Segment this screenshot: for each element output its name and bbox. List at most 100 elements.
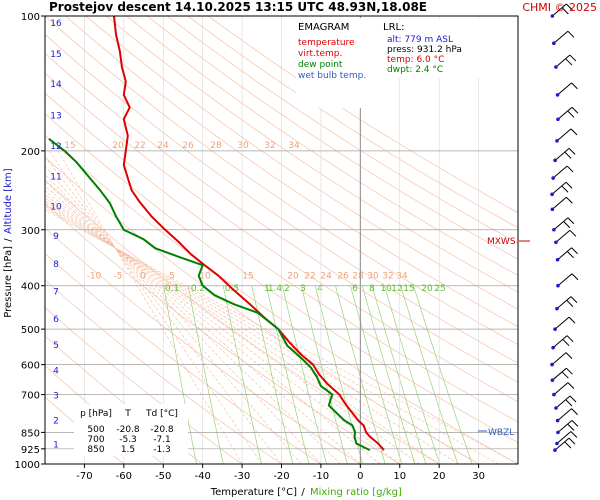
moist-adiabat (45, 180, 341, 464)
wind-barb (551, 165, 574, 180)
moist-adiabat-label: 34 (396, 272, 408, 282)
wbzl-label: WBZL (488, 428, 514, 438)
dry-adiabat (45, 16, 518, 346)
mixing-ratio-line (314, 285, 364, 464)
altitude-tick-label: 8 (53, 260, 59, 270)
table-cell: 500 (87, 425, 104, 435)
x-tick-label: -60 (116, 471, 132, 482)
y-tick-label: 850 (21, 428, 40, 439)
x-tick-label: -30 (234, 471, 250, 482)
lrl-row: press: 931.2 hPa (387, 45, 462, 55)
x-tick-label: 20 (433, 471, 446, 482)
mixing-ratio-line (371, 285, 427, 464)
series-temperature (113, 15, 385, 451)
mixing-ratio-label: 4 (317, 284, 323, 294)
altitude-tick-label: 13 (50, 112, 61, 122)
altitude-tick-label: 12 (50, 142, 61, 152)
dry-adiabat-label: 26 (182, 141, 194, 151)
wind-barb (550, 181, 573, 197)
mixing-ratio-label: 0.2 (191, 284, 205, 294)
moist-adiabat-label: 24 (320, 272, 332, 282)
wind-barb (553, 316, 576, 331)
mixing-ratio-label: 10 (380, 284, 392, 294)
table-header: Td [°C] (145, 409, 178, 419)
wind-barb (551, 335, 574, 350)
dry-adiabat (45, 53, 518, 383)
table-cell: -5.3 (119, 435, 137, 445)
table-cell: 850 (87, 445, 104, 455)
mixing-ratio-label: 1.4 (268, 284, 283, 294)
dry-adiabat-label: 15 (64, 141, 75, 151)
x-tick-label: 10 (393, 471, 406, 482)
x-axis-separator: / (301, 487, 305, 498)
x-tick-label: -50 (155, 471, 171, 482)
table-cell: -20.8 (116, 425, 140, 435)
wind-barb (556, 420, 579, 435)
dry-adiabat (45, 156, 479, 464)
moist-adiabat-label: 15 (242, 272, 253, 282)
y-tick-label: 700 (21, 391, 40, 402)
mixing-ratio-label: 1 (264, 284, 270, 294)
altitude-tick-label: 2 (53, 416, 59, 426)
table-cell: -20.8 (150, 425, 174, 435)
wind-barb (552, 382, 575, 397)
dry-adiabat-label: 30 (237, 141, 249, 151)
y-tick-label: 925 (21, 445, 40, 456)
x-tick-label: -10 (313, 471, 329, 482)
moist-adiabat-label: 22 (304, 272, 315, 282)
dry-adiabat-label: 34 (288, 141, 300, 151)
wind-barb (550, 3, 573, 18)
wind-barb (555, 408, 578, 423)
dry-adiabat (167, 16, 518, 244)
moist-adiabat-label: 5 (169, 272, 175, 282)
moist-adiabat-label: 20 (287, 272, 299, 282)
moist-adiabat-label: 0 (140, 272, 146, 282)
y-axis-title-secondary: Altitude [km] (3, 168, 14, 234)
legend-item: dew point (298, 60, 343, 70)
moist-adiabat-label: -10 (87, 272, 102, 282)
dry-adiabat (208, 16, 518, 213)
table-cell: 700 (87, 435, 104, 445)
dry-adiabat (187, 16, 518, 229)
altitude-tick-label: 10 (50, 203, 62, 213)
lrl-row: alt: 779 m ASL (387, 35, 453, 45)
table-header: T (124, 409, 131, 419)
moist-adiabat-label: 30 (367, 272, 379, 282)
altitude-tick-label: 3 (53, 392, 59, 402)
moist-adiabat-label: 32 (382, 272, 393, 282)
dry-adiabat (45, 253, 322, 464)
moist-adiabat (45, 200, 440, 464)
table-cell: -7.1 (153, 435, 171, 445)
moist-adiabat-label: 28 (352, 272, 364, 282)
altitude-tick-label: 5 (53, 341, 59, 351)
x-tick-label: -20 (273, 471, 289, 482)
table-cell: 1.5 (121, 445, 135, 455)
mxws-label: MXWS (487, 237, 516, 247)
dry-adiabat (126, 16, 518, 276)
wind-barb (554, 229, 577, 245)
altitude-tick-label: 15 (50, 50, 61, 60)
mixing-ratio-label: 20 (421, 284, 433, 294)
y-axis-separator: / (3, 238, 14, 242)
wind-barb (554, 54, 577, 69)
mixing-ratio-line (384, 285, 441, 464)
wind-barb (555, 128, 578, 143)
mixing-ratio-label: 3 (300, 284, 306, 294)
wind-barb (550, 196, 573, 212)
mixing-ratio-label: 0.1 (165, 284, 179, 294)
summary-table (74, 404, 188, 456)
x-tick-label: -40 (194, 471, 210, 482)
legend-item: temperature (298, 38, 355, 48)
copyright-label: CHMI © 2025 (522, 1, 597, 14)
lrl-title: LRL: (383, 22, 404, 33)
dry-adiabat-label: 32 (264, 141, 275, 151)
wind-barb (555, 247, 578, 262)
legend-box (296, 18, 376, 108)
y-tick-label: 400 (21, 282, 40, 293)
moist-adiabat-label: 26 (337, 272, 349, 282)
dry-adiabat (45, 72, 518, 403)
legend-title: EMAGRAM (298, 22, 349, 33)
y-tick-label: 200 (21, 147, 40, 158)
series-dew-point (48, 138, 371, 451)
